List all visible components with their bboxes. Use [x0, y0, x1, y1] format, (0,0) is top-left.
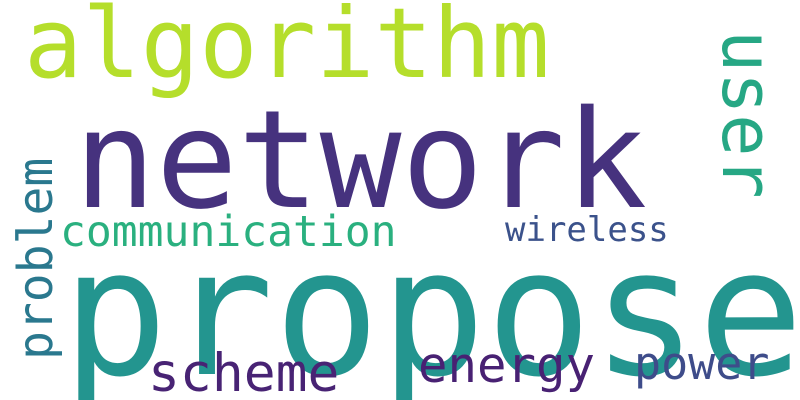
- word-energy: energy: [418, 337, 596, 394]
- word-communication: communication: [60, 207, 397, 257]
- word-network: network: [74, 82, 648, 240]
- word-problem: problem: [8, 157, 64, 360]
- word-wireless: wireless: [505, 210, 669, 250]
- word-algorithm: algorithm: [24, 0, 550, 100]
- word-power: power: [634, 337, 770, 390]
- word-scheme: scheme: [148, 343, 340, 400]
- word-user: user: [706, 30, 788, 199]
- word-propose: propose: [62, 211, 800, 400]
